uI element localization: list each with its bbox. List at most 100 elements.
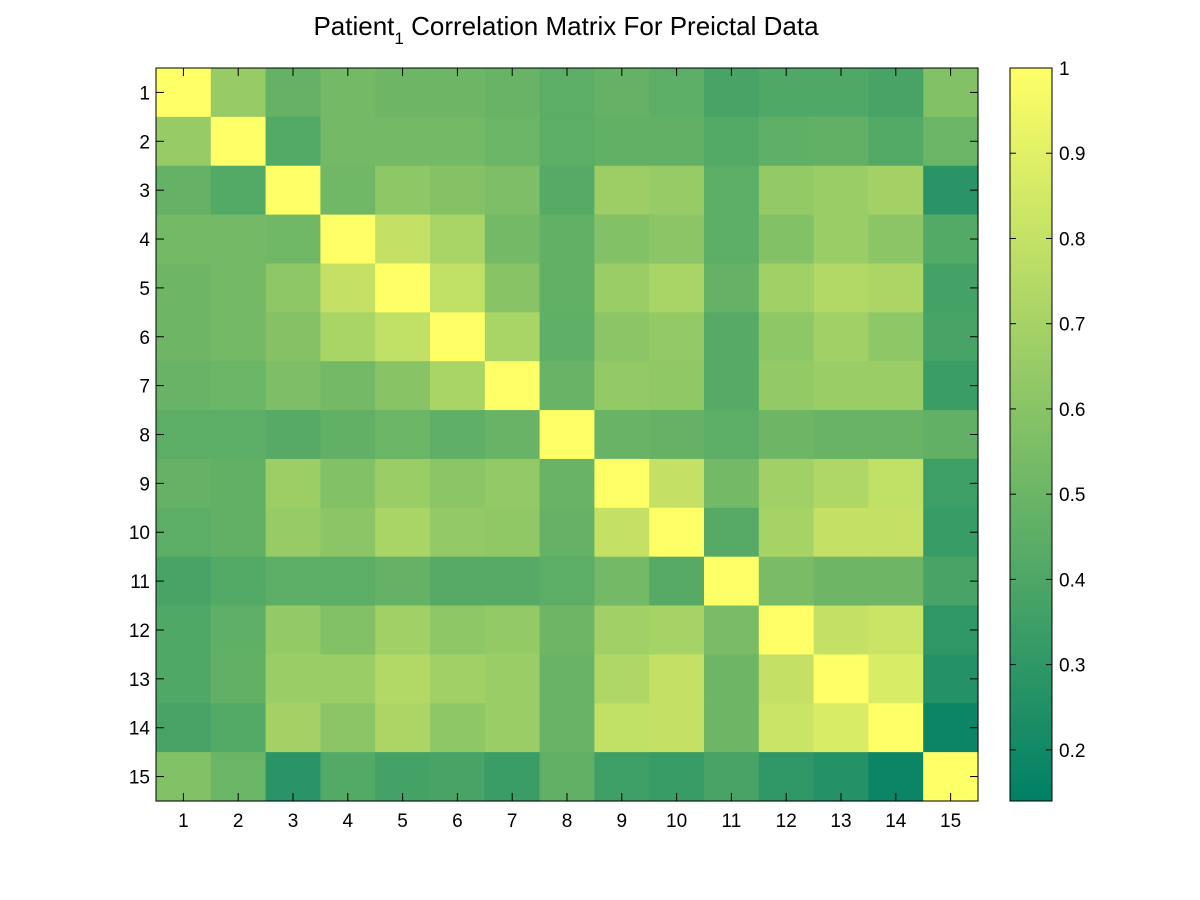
heatmap-cell [430,410,486,460]
heatmap-cell [484,507,541,558]
heatmap-cell [923,605,979,655]
heatmap-cell [210,556,267,607]
heatmap-cell [649,68,705,118]
heatmap-cell [320,68,376,118]
heatmap-cell [594,556,650,607]
colorbar-tick-label: 1 [1059,59,1070,80]
heatmap-cell [320,556,376,607]
heatmap-cell [923,410,979,460]
heatmap-cell [265,312,321,362]
heatmap-cell [156,410,212,460]
heatmap-cell [320,361,376,411]
heatmap-cell [265,507,321,558]
heatmap-cell [868,263,924,313]
heatmap-cell [704,116,760,167]
heatmap-cell [156,361,212,411]
heatmap-cell [813,312,869,362]
heatmap-cell [594,68,650,118]
heatmap-cell [758,410,815,460]
heatmap-cell [813,214,869,265]
heatmap-cell [594,605,650,655]
heatmap-cell [649,116,705,167]
y-tick-label: 9 [139,474,150,495]
y-tick-label: 11 [130,572,150,593]
heatmap-cell [375,68,431,118]
heatmap-cell [210,410,267,460]
heatmap-cell [375,361,431,411]
heatmap-cell [594,703,650,753]
heatmap-cell [868,214,924,265]
colorbar-axis: 0.2 0.3 0.4 0.5 0.6 0.7 0.8 0.9 1 [1010,59,1086,762]
heatmap-cell [539,458,595,509]
heatmap-cell [704,458,760,509]
heatmap-cell [704,214,760,265]
heatmap-cell [484,263,541,313]
heatmap-cell [375,507,431,558]
heatmap-cell [265,458,321,509]
heatmap-cell [594,458,650,509]
heatmap-cell [320,312,376,362]
heatmap-cell [594,361,650,411]
heatmap-cell [923,312,979,362]
colorbar-tick-label: 0.2 [1059,741,1085,762]
chart-title-rest: Correlation Matrix For Preictal Data [403,11,819,41]
heatmap-cell [210,68,267,118]
chart-title: Patient1 Correlation Matrix For Preictal… [0,11,1132,48]
heatmap-cell [430,703,486,753]
heatmap-cell [923,361,979,411]
heatmap-cell [375,605,431,655]
heatmap-cell [813,703,869,753]
heatmap-cell [320,703,376,753]
x-tick-label: 10 [666,811,687,832]
heatmap-cell [375,458,431,509]
heatmap-cell [758,214,815,265]
x-tick-label: 12 [776,811,797,832]
heatmap-cell [758,361,815,411]
heatmap-cell [868,703,924,753]
heatmap-cell [210,214,267,265]
heatmap-cell [156,654,212,704]
heatmap-cell [704,410,760,460]
heatmap-cell [868,410,924,460]
heatmap-cell [210,312,267,362]
heatmap-cell [320,654,376,704]
heatmap-cell [649,605,705,655]
heatmap-cell [265,703,321,753]
heatmap-cell [156,556,212,607]
heatmap-cell [265,214,321,265]
heatmap-cell [430,165,486,216]
y-tick-label: 14 [129,719,151,740]
heatmap-cell [484,654,541,704]
heatmap-cell [594,116,650,167]
y-tick-label: 1 [139,83,150,104]
heatmap-cell [265,165,321,216]
heatmap-cell [430,458,486,509]
heatmap-cell [813,654,869,704]
heatmap-cell [923,507,979,558]
heatmap-cell [156,605,212,655]
heatmap-cell [758,703,815,753]
heatmap-cell [430,507,486,558]
heatmap-cell [649,361,705,411]
heatmap-cell [156,703,212,753]
heatmap-cell [484,410,541,460]
heatmap-cell [813,116,869,167]
heatmap-cell [375,263,431,313]
heatmap-cell [923,556,979,607]
heatmap-cell [758,507,815,558]
heatmap-cell [430,605,486,655]
heatmap-cell [210,507,267,558]
heatmap-cell [649,165,705,216]
y-tick-label: 15 [129,768,150,789]
y-tick-label: 12 [129,621,150,642]
heatmap-cell [868,312,924,362]
heatmap-cell [649,263,705,313]
heatmap-cell [265,556,321,607]
heatmap-cell [813,165,869,216]
heatmap-cell [704,507,760,558]
heatmap-cell [758,312,815,362]
heatmap-cell [210,361,267,411]
heatmap-cell [539,703,595,753]
heatmap-cell [210,654,267,704]
heatmap-cell [704,263,760,313]
